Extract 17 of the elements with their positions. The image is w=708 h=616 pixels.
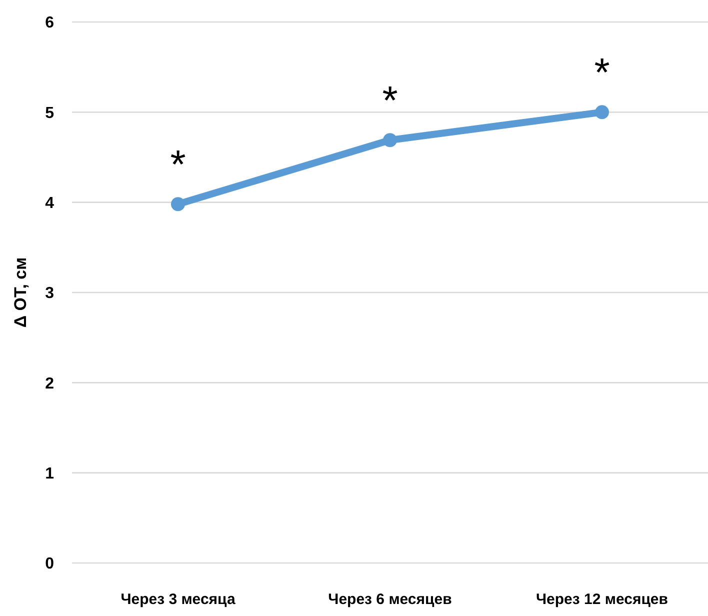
annotation: * (594, 51, 610, 96)
point (171, 197, 185, 212)
x-tick-label: Через 12 месяцев (536, 591, 668, 608)
annotation: * (382, 79, 398, 124)
y-tick-label: 5 (45, 104, 54, 122)
y-axis-title: Δ ОТ, см (11, 257, 30, 328)
point (383, 133, 397, 148)
y-tick-label: 3 (45, 285, 54, 302)
y-tick-label: 1 (45, 465, 54, 482)
x-tick-label: Через 6 месяцев (328, 591, 452, 608)
y-tick-label: 2 (45, 375, 54, 392)
y-tick-label: 0 (45, 556, 54, 573)
annotation: * (170, 143, 186, 188)
point (595, 105, 609, 120)
y-tick-label: 4 (45, 194, 54, 212)
x-tick-label: Через 3 месяца (120, 591, 236, 608)
y-tick-label: 6 (45, 14, 54, 32)
